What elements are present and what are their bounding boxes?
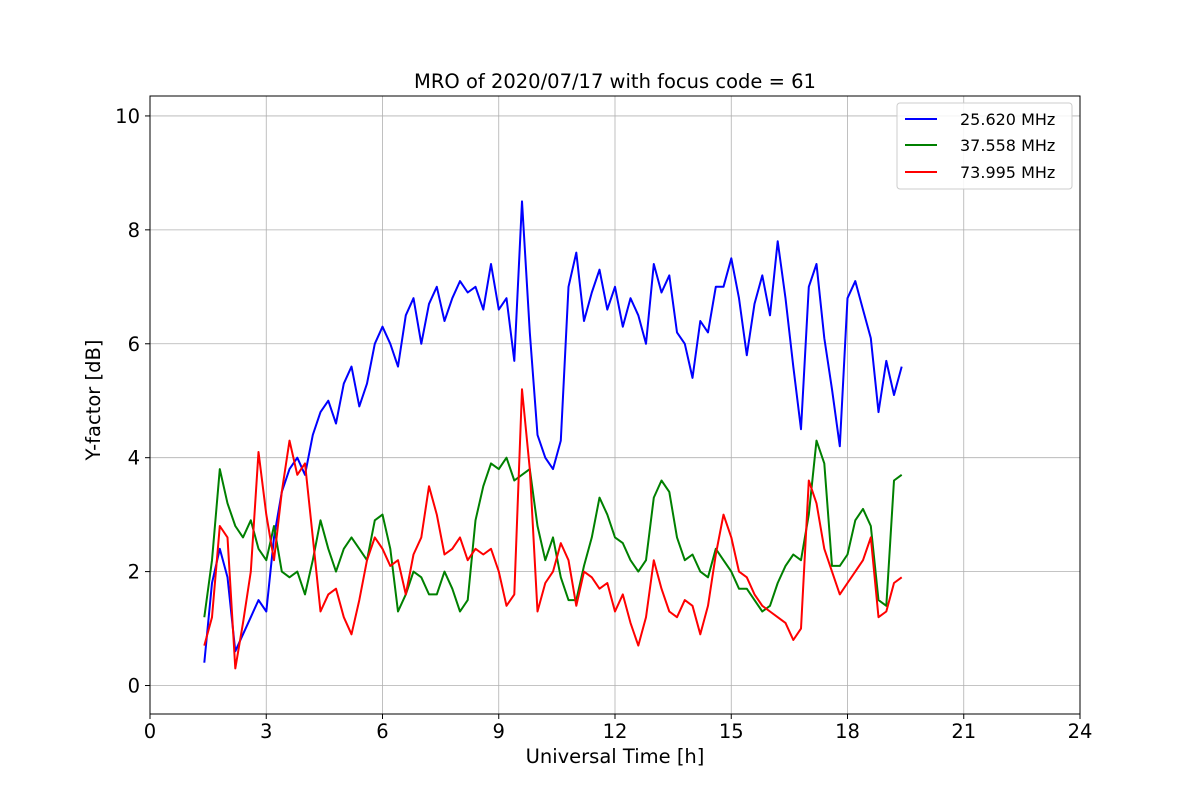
- x-tick-label: 15: [719, 720, 744, 743]
- y-tick-label: 10: [115, 105, 140, 128]
- series-lines: [203, 200, 903, 670]
- y-tick-label: 2: [128, 561, 140, 584]
- legend-label-25620: 25.620 MHz: [960, 110, 1055, 129]
- y-axis-label: Y-factor [dB]: [82, 340, 105, 462]
- y-axis-ticks: 0 2 4 6 8 10: [115, 105, 150, 698]
- x-tick-label: 9: [493, 720, 505, 743]
- y-tick-label: 6: [128, 333, 140, 356]
- chart-title: MRO of 2020/07/17 with focus code = 61: [414, 70, 816, 93]
- y-tick-label: 4: [128, 447, 140, 470]
- x-tick-label: 18: [835, 720, 860, 743]
- x-tick-label: 21: [951, 720, 976, 743]
- x-tick-label: 6: [376, 720, 388, 743]
- x-tick-label: 3: [260, 720, 272, 743]
- x-tick-label: 12: [603, 720, 628, 743]
- legend-label-37558: 37.558 MHz: [960, 136, 1055, 155]
- series-line-37-558-mhz: [203, 439, 903, 618]
- legend-box: [896, 102, 1073, 190]
- x-tick-label: 0: [144, 720, 156, 743]
- x-axis-ticks: 0 3 6 9 12 15 18 21 24: [144, 714, 1093, 743]
- x-axis-label: Universal Time [h]: [526, 745, 705, 768]
- series-line-25-620-mhz: [203, 200, 903, 663]
- y-tick-label: 8: [128, 219, 140, 242]
- legend-label-73995: 73.995 MHz: [960, 163, 1055, 182]
- legend: 25.620 MHz 37.558 MHz 73.995 MHz: [896, 102, 1073, 190]
- y-tick-label: 0: [128, 675, 140, 698]
- x-tick-label: 24: [1068, 720, 1093, 743]
- series-line-73-995-mhz: [203, 388, 903, 670]
